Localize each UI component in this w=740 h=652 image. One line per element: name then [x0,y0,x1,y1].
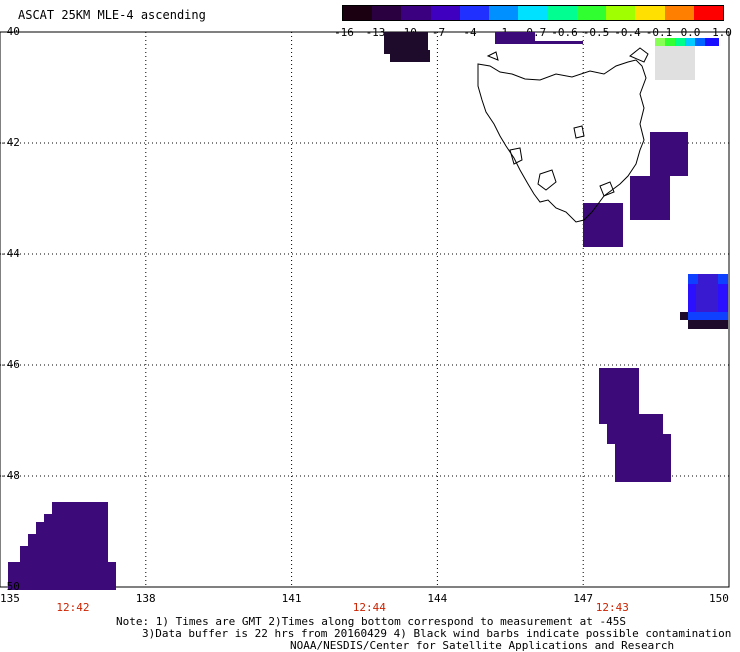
swath-cell [44,514,54,590]
swath-cell [495,32,535,44]
latitude-tick-label: -40 [0,25,20,38]
latitude-tick-label: -42 [0,136,20,149]
colorbar [342,5,724,21]
swath-cell [384,32,428,54]
island-outline [537,169,557,191]
colorbar-swatch [606,6,636,20]
colorbar-swatch [430,6,460,20]
tasmania-coastline [477,59,647,223]
swath-cell [705,38,719,46]
swath-cell [695,38,705,46]
island-outline [573,125,585,139]
island-outline [509,147,523,165]
swath-cell [535,41,583,44]
swath-cell [655,44,695,80]
swath-cell [8,562,116,590]
swath-cell [675,38,685,46]
time-label: 12:44 [352,601,386,614]
swath-cell [630,176,670,220]
colorbar-swatch [372,6,402,20]
longitude-tick-label: 144 [427,592,448,605]
island-outline [629,47,649,63]
colorbar-swatch [635,6,665,20]
edge-cells [655,38,728,329]
swath-cell [718,274,728,284]
note-line-3: NOAA/NESDIS/Center for Satellite Applica… [290,639,675,652]
swath-cell [688,320,728,329]
swath-cells [8,32,688,590]
colorbar-swatch [547,6,577,20]
time-label: 12:43 [595,601,629,614]
colorbar-swatch [518,6,548,20]
colorbar-swatch [459,6,490,20]
longitude-tick-label: 135 [0,592,20,605]
colorbar-swatch [664,6,694,20]
swath-cell [680,312,688,320]
swath-cell [390,50,430,62]
grid-lines [0,31,730,588]
swath-cell [685,38,695,46]
colorbar-swatch [489,6,519,20]
swath-cell [655,38,665,46]
latitude-tick-label: -44 [0,247,20,260]
longitude-tick-label: 138 [135,592,156,605]
colorbar-swatch [401,6,431,20]
longitude-tick-label: 141 [281,592,302,605]
colorbar-swatch [343,6,373,20]
swath-cell [36,522,46,590]
swath-cell [583,203,623,247]
note-line-1: Note: 1) Times are GMT 2)Times along bot… [116,615,626,628]
swath-cell [688,284,696,312]
map-title: ASCAT 25KM MLE-4 ascending [18,8,206,22]
swath-cell [688,274,698,284]
colorbar-swatch [576,6,607,20]
latitude-tick-label: -50 [0,580,20,593]
island-outline [486,51,499,61]
note-line-2: 3)Data buffer is 22 hrs from 20160429 4)… [142,627,732,640]
colorbar-swatch [693,6,724,20]
time-label: 12:42 [56,601,90,614]
longitude-tick-label: 150 [709,592,729,605]
swath-cell [615,434,671,482]
swath-cell [718,284,728,312]
swath-cell [665,38,675,46]
latitude-tick-label: -48 [0,469,20,482]
longitude-tick-label: 147 [573,592,594,605]
swath-cell [650,132,688,176]
latitude-tick-label: -46 [0,358,20,371]
swath-cell [688,312,728,320]
plot-frame [0,31,730,588]
island-outline [599,181,615,197]
